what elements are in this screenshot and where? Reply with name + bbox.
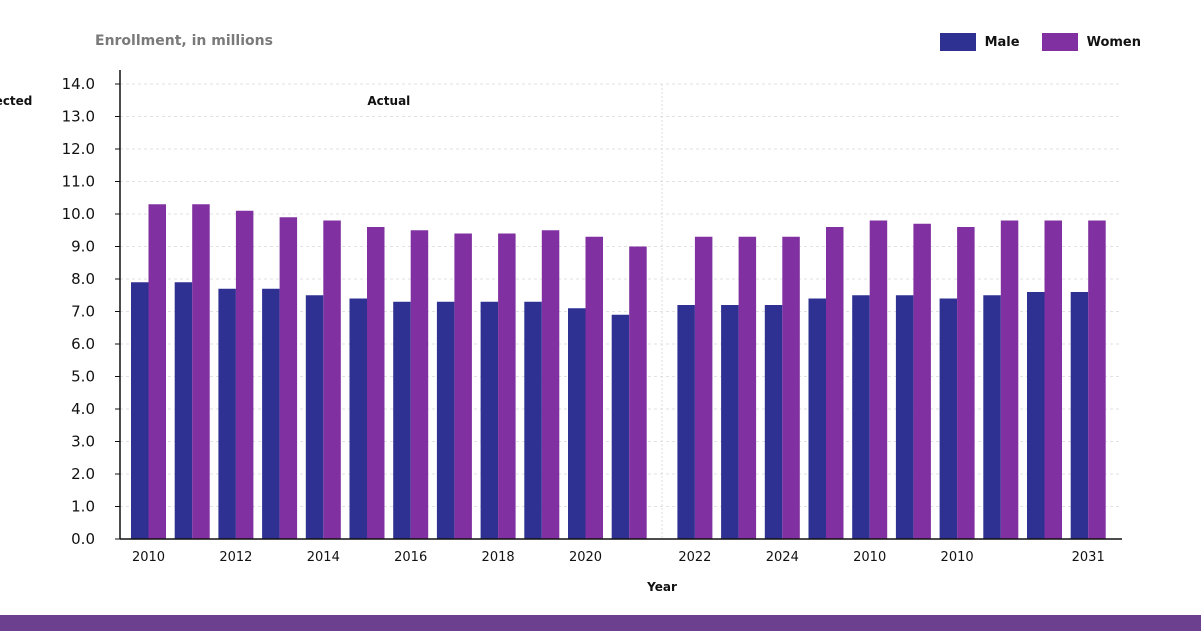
bar-male-2028 [939, 298, 958, 539]
bar-male-2017 [436, 301, 455, 539]
bar-women-2028 [957, 227, 975, 539]
legend-label-women: Women [1086, 34, 1141, 50]
y-tick-label: 12.0 [62, 140, 95, 158]
bar-women-2017 [454, 233, 472, 539]
bar-women-2023 [738, 236, 757, 539]
x-tick-label: 2031 [1072, 550, 1105, 565]
x-axis-title: Year [646, 580, 677, 594]
x-tick-label: 2020 [569, 550, 602, 565]
y-tick-label: 9.0 [71, 238, 95, 256]
y-axis-title: Enrollment, in millions [95, 33, 273, 49]
y-tick-label: 1.0 [71, 498, 95, 516]
bar-women-2016 [410, 230, 429, 539]
y-tick-label: 5.0 [71, 368, 95, 386]
y-tick-label: 2.0 [71, 465, 95, 483]
x-tick-label: 2024 [766, 550, 799, 565]
y-tick-label: 6.0 [71, 335, 95, 353]
bar-male-2016 [393, 301, 411, 539]
bar-male-2031 [1070, 292, 1089, 539]
legend-label-male: Male [984, 34, 1020, 50]
bar-women-2024 [782, 236, 800, 539]
x-tick-label: 2010 [853, 550, 886, 565]
y-tick-label: 0.0 [71, 530, 95, 548]
legend-swatch-women [1041, 33, 1078, 51]
bar-male-2029 [983, 295, 1001, 539]
bar-women-2010 [148, 204, 166, 539]
legend-swatch-male [939, 33, 976, 51]
footer-band [0, 615, 1201, 631]
bar-male-2019 [524, 301, 542, 539]
bar-male-2020 [568, 308, 586, 539]
region-label: Actual [367, 94, 410, 108]
bar-women-2030 [1044, 220, 1062, 539]
bar-male-2024 [764, 305, 783, 539]
bar-male-2011 [174, 282, 193, 539]
legend: Male Women [939, 33, 1141, 51]
x-tick-label: 2016 [394, 550, 427, 565]
legend-item-women: Women [1041, 33, 1141, 51]
bar-male-2013 [262, 288, 280, 539]
y-tick-label: 4.0 [71, 400, 95, 418]
bar-women-2022 [694, 236, 713, 539]
bar-women-2012 [235, 210, 254, 539]
y-tick-label: 3.0 [71, 433, 95, 451]
bar-women-2014 [323, 220, 341, 539]
x-tick-label: 2018 [482, 550, 515, 565]
y-tick-label: 8.0 [71, 270, 95, 288]
bar-women-2020 [585, 236, 603, 539]
bar-male-2030 [1027, 292, 1045, 539]
bar-women-2019 [541, 230, 560, 539]
bar-male-2027 [895, 295, 914, 539]
bar-male-2025 [808, 298, 826, 539]
bar-women-2029 [1000, 220, 1019, 539]
bar-women-2018 [498, 233, 516, 539]
bar-male-2026 [852, 295, 870, 539]
legend-item-male: Male [939, 33, 1020, 51]
bar-women-2027 [913, 223, 931, 539]
bar-women-2015 [367, 227, 385, 539]
bar-male-2018 [480, 301, 499, 539]
bar-male-2022 [677, 305, 695, 539]
y-tick-label: 10.0 [62, 205, 95, 223]
x-tick-label: 2022 [678, 550, 711, 565]
bar-male-2015 [349, 298, 367, 539]
bar-women-2026 [869, 220, 888, 539]
y-tick-label: 14.0 [62, 75, 95, 93]
bar-male-2021 [611, 314, 630, 539]
bar-women-2021 [629, 246, 647, 539]
bar-male-2023 [721, 305, 739, 539]
x-tick-label: 2010 [941, 550, 974, 565]
bar-male-2012 [218, 288, 236, 539]
x-tick-label: 2014 [307, 550, 340, 565]
bar-women-2025 [826, 227, 844, 539]
y-tick-label: 7.0 [71, 303, 95, 321]
x-tick-label: 2010 [132, 550, 165, 565]
y-tick-label: 11.0 [62, 173, 95, 191]
bar-women-2011 [192, 204, 210, 539]
region-label: Projected [0, 94, 32, 108]
bar-male-2010 [131, 282, 149, 539]
y-tick-label: 13.0 [62, 108, 95, 126]
bar-women-2031 [1088, 220, 1106, 539]
bar-women-2013 [279, 217, 298, 539]
bar-male-2014 [305, 295, 324, 539]
x-tick-label: 2012 [219, 550, 252, 565]
